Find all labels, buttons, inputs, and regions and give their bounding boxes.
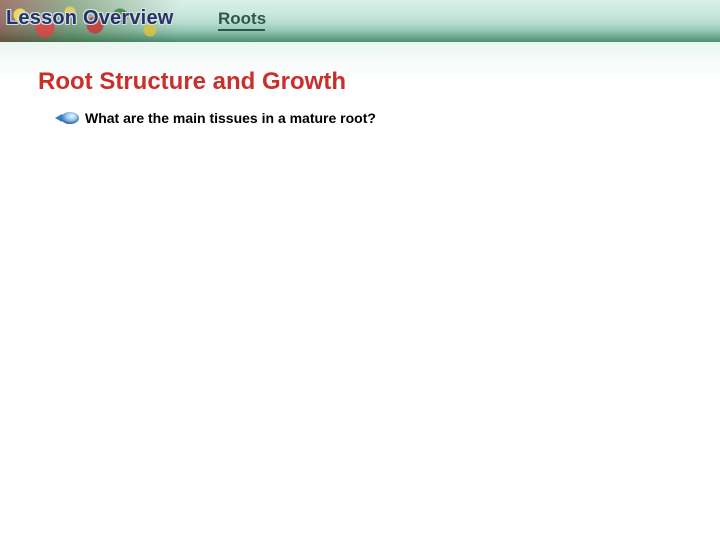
topic-label: Roots [218,9,266,29]
question-text: What are the main tissues in a mature ro… [85,110,376,126]
question-bullet-row: What are the main tissues in a mature ro… [55,110,376,126]
lesson-overview-label: Lesson Overview [6,7,174,30]
slide-header: Lesson Overview Roots [0,0,720,42]
section-title: Root Structure and Growth [38,68,346,96]
arrow-bullet-icon [55,111,79,125]
